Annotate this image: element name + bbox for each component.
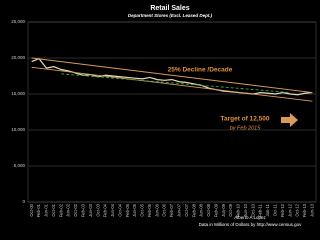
x-tick-label: Feb-09: [213, 203, 218, 217]
x-tick-label: Jun-13: [309, 203, 314, 216]
x-tick-label: Oct-10: [250, 203, 255, 216]
y-tick-label: 25,000: [11, 19, 25, 24]
x-tick-label: Feb-06: [147, 203, 152, 217]
x-tick-label: Feb-05: [125, 203, 130, 217]
chart-title: Retail Sales: [150, 5, 189, 12]
trend-line: [31, 57, 313, 94]
x-tick-label: Feb-03: [80, 203, 85, 217]
x-tick-label: Feb-13: [302, 203, 307, 217]
x-tick-label: Jun-08: [199, 203, 204, 216]
x-tick-label: Feb-08: [191, 203, 196, 217]
annotation: by Feb 2015: [230, 125, 262, 131]
x-tick-label: Jun-05: [132, 203, 137, 216]
x-tick-label: Oct-04: [117, 203, 122, 216]
x-tick-label: Feb-12: [280, 203, 285, 217]
chart-subtitle: Department Stores (Excl. Leased Dept.): [128, 13, 213, 18]
trend-line: [61, 73, 291, 94]
x-tick-label: Jun-04: [110, 203, 115, 216]
x-tick-label: Jun-10: [243, 203, 248, 216]
x-tick-label: Jun-01: [44, 203, 49, 216]
trend-line: [31, 66, 313, 102]
x-tick-label: Oct-12: [295, 203, 300, 216]
annotation: Target of 12,500: [220, 116, 269, 123]
x-tick-label: Oct-01: [51, 203, 56, 216]
x-tick-label: Oct-11: [272, 203, 277, 216]
x-tick-label: Oct-00: [29, 203, 34, 216]
x-tick-label: Feb-01: [36, 203, 41, 217]
background: [0, 0, 320, 232]
x-tick-label: Jun-06: [154, 203, 159, 216]
credit: Alberto A Lopez: [234, 215, 266, 220]
y-tick-label: 0: [22, 199, 25, 204]
x-tick-label: Feb-02: [58, 203, 63, 217]
x-tick-label: Feb-07: [169, 203, 174, 217]
x-tick-label: Jun-11: [265, 203, 270, 216]
x-tick-label: Jun-09: [221, 203, 226, 216]
y-tick-label: 5,000: [14, 163, 26, 168]
annotation: 25% Decline /Decade: [168, 67, 233, 74]
x-tick-label: Jun-07: [176, 203, 181, 216]
x-tick-label: Feb-11: [258, 203, 263, 217]
x-tick-label: Jun-02: [66, 203, 71, 216]
x-tick-label: Oct-06: [162, 203, 167, 216]
data-line: [31, 57, 313, 96]
x-tick-label: Oct-07: [184, 203, 189, 216]
x-tick-label: Oct-03: [95, 203, 100, 216]
y-tick-label: 20,000: [11, 55, 25, 60]
x-tick-label: Oct-02: [73, 203, 78, 216]
arrow: [281, 113, 298, 127]
x-tick-label: Feb-04: [103, 203, 108, 217]
x-tick-label: Oct-09: [228, 203, 233, 216]
credit: Data in Millions of Dollars by http://ww…: [199, 222, 303, 227]
y-tick-label: 15,000: [11, 91, 25, 96]
y-tick-label: 10,000: [11, 127, 25, 132]
chart: Retail Sales Department Stores (Excl. Le…: [0, 0, 320, 232]
x-tick-label: Jun-03: [88, 203, 93, 216]
x-tick-label: Jun-12: [287, 203, 292, 216]
x-tick-label: Feb-10: [236, 203, 241, 217]
x-tick-label: Oct-05: [140, 203, 145, 216]
x-tick-label: Oct-08: [206, 203, 211, 216]
